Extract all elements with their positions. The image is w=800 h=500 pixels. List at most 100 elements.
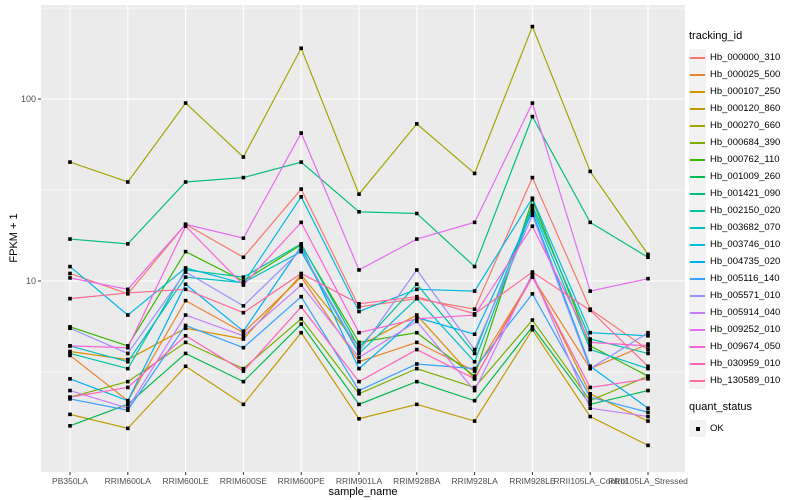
data-point xyxy=(415,294,419,299)
legend: tracking_id Hb_000000_310 Hb_000025_500 Hb… xyxy=(689,30,799,437)
data-point xyxy=(183,364,188,369)
data-point xyxy=(472,369,477,373)
legend-key-line-icon xyxy=(689,321,706,338)
data-point xyxy=(241,369,246,373)
data-point xyxy=(357,268,361,272)
plot-panel xyxy=(41,5,685,472)
legend-item-label: Hb_001009_260 xyxy=(710,171,781,182)
data-point xyxy=(183,268,188,272)
data-point xyxy=(357,210,361,214)
data-point xyxy=(126,344,130,348)
data-point xyxy=(68,388,72,393)
data-point xyxy=(126,379,130,384)
data-point xyxy=(241,283,246,287)
x-tick-label: RRII105LA_Stressed xyxy=(608,476,688,486)
data-point xyxy=(588,402,592,407)
data-point xyxy=(183,313,188,317)
data-point xyxy=(241,329,246,333)
data-point xyxy=(183,224,188,229)
data-point xyxy=(415,296,419,301)
data-point xyxy=(588,344,592,348)
data-point xyxy=(357,416,361,421)
data-point xyxy=(68,412,72,417)
data-point xyxy=(472,419,477,423)
legend-key-line-icon xyxy=(689,202,706,219)
legend-item: Hb_000762_110 xyxy=(689,151,799,168)
data-point xyxy=(472,220,477,225)
data-point xyxy=(68,237,72,241)
legend-item: Hb_000270_660 xyxy=(689,117,799,134)
legend-item: Hb_005116_140 xyxy=(689,270,799,287)
data-point xyxy=(299,294,303,299)
legend-key-line-icon xyxy=(689,83,706,100)
legend-item-label: Hb_000684_390 xyxy=(710,137,781,148)
data-point xyxy=(530,210,535,214)
data-point xyxy=(357,379,361,384)
legend-color-items: Hb_000000_310 Hb_000025_500 Hb_000107_250 H… xyxy=(689,49,799,389)
data-point xyxy=(299,46,303,51)
data-point xyxy=(68,424,72,428)
data-point xyxy=(646,351,650,356)
y-tick-label: 100 xyxy=(21,94,36,104)
data-point xyxy=(241,175,246,180)
data-point xyxy=(646,255,650,260)
legend-item-label: Hb_005116_140 xyxy=(710,273,780,284)
data-point xyxy=(472,398,477,403)
data-point xyxy=(646,377,650,381)
data-point xyxy=(472,289,477,293)
legend-key-line-icon xyxy=(689,151,706,168)
data-point xyxy=(126,345,130,350)
data-point xyxy=(357,340,361,345)
data-point xyxy=(588,169,592,174)
axis-ticks xyxy=(38,98,649,475)
data-point xyxy=(241,236,246,240)
data-point xyxy=(183,270,188,274)
data-point xyxy=(183,298,188,303)
data-point xyxy=(588,340,592,345)
data-point xyxy=(183,326,188,331)
data-point xyxy=(299,244,303,249)
data-point xyxy=(472,374,477,378)
data-point xyxy=(357,305,361,309)
legend-item: Hb_000000_310 xyxy=(689,49,799,66)
data-point xyxy=(126,398,130,403)
data-point xyxy=(588,366,592,371)
x-tick-label: PB350LA xyxy=(52,476,88,486)
data-point xyxy=(472,359,477,364)
data-point xyxy=(357,349,361,354)
data-point xyxy=(126,357,130,362)
data-point xyxy=(588,289,592,293)
data-point xyxy=(530,325,535,329)
data-point xyxy=(299,242,303,246)
legend-item-label: Hb_003682_070 xyxy=(710,222,781,233)
data-point xyxy=(530,24,535,29)
data-point xyxy=(183,266,188,270)
data-point xyxy=(415,287,419,292)
data-point xyxy=(646,419,650,423)
data-point xyxy=(415,319,419,324)
data-point xyxy=(68,344,72,348)
data-point xyxy=(183,333,188,338)
data-point xyxy=(299,195,303,199)
data-point xyxy=(646,330,650,335)
legend-item-label: Hb_000000_310 xyxy=(710,52,781,63)
data-point xyxy=(241,155,246,159)
data-point xyxy=(241,275,246,279)
data-point xyxy=(357,388,361,393)
data-point xyxy=(357,345,361,350)
data-point xyxy=(472,171,477,176)
legend-key-line-icon xyxy=(689,287,706,304)
legend-item-label: Hb_005914_040 xyxy=(710,307,781,318)
y-axis-title: FPKM + 1 xyxy=(8,213,20,263)
data-point xyxy=(530,114,535,119)
legend-key-line-icon xyxy=(689,236,706,253)
data-point xyxy=(530,270,535,274)
data-point xyxy=(530,292,535,296)
legend-key-line-icon xyxy=(689,117,706,134)
legend-key-line-icon xyxy=(689,134,706,151)
legend-key-line-icon xyxy=(689,168,706,185)
legend-item: Hb_030959_010 xyxy=(689,355,799,372)
legend-key-line-icon xyxy=(689,100,706,117)
legend-item: Hb_009252_010 xyxy=(689,321,799,338)
